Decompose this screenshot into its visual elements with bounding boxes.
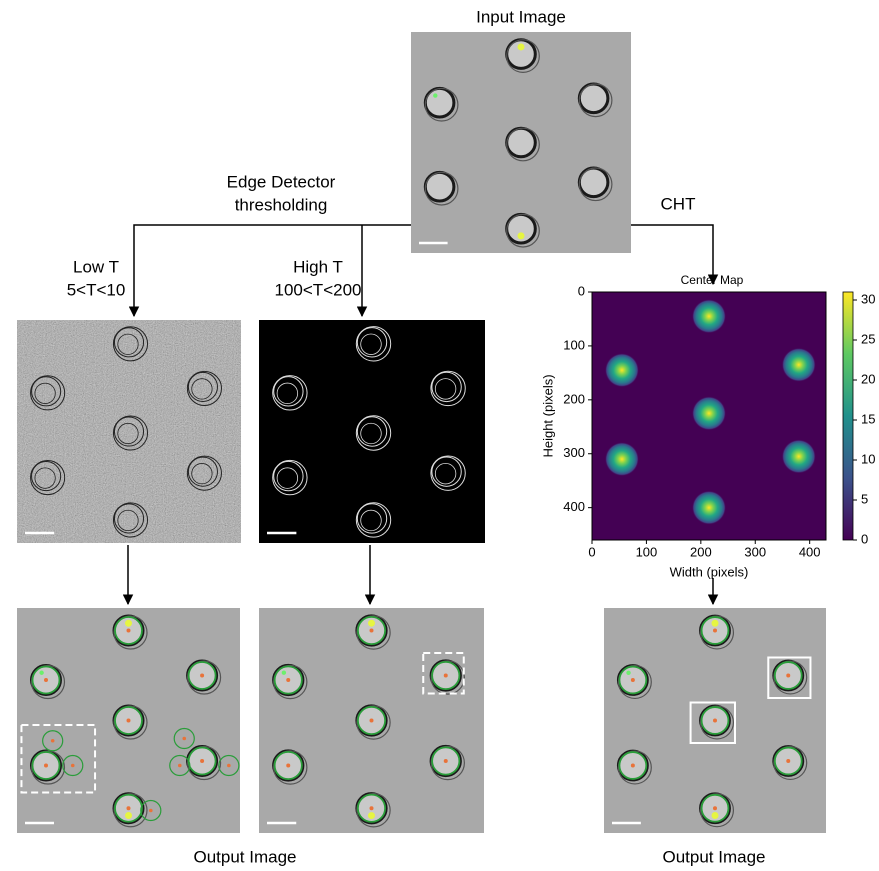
x-tick-label: 300 xyxy=(744,544,766,559)
center-dot xyxy=(51,739,55,743)
colorbar-tick-label: 20 xyxy=(861,371,875,386)
arrow xyxy=(134,225,411,316)
x-tick-label: 200 xyxy=(690,544,712,559)
x-axis-label: Width (pixels) xyxy=(670,564,749,579)
center-dot xyxy=(71,764,75,768)
center-dot xyxy=(713,719,717,723)
fluor xyxy=(518,232,525,239)
map-title: Center Map xyxy=(681,273,744,287)
peak xyxy=(692,299,726,333)
figure: Input Image Edge Detector thresholding L… xyxy=(0,0,879,871)
droplet xyxy=(507,128,536,157)
peak xyxy=(605,442,639,476)
center-dot xyxy=(127,629,131,633)
fluor xyxy=(125,620,132,627)
peak xyxy=(605,353,639,387)
center-dot xyxy=(178,764,182,768)
image-bg xyxy=(259,320,485,543)
center-dot xyxy=(200,674,204,678)
center-dot xyxy=(444,759,448,763)
center-map: Center Map Width (pixels) Height (pixels… xyxy=(540,273,875,579)
branch-label: CHT xyxy=(661,194,696,213)
center-dot xyxy=(286,764,290,768)
droplet xyxy=(425,172,454,201)
center-dot xyxy=(713,629,717,633)
branch-range: 5<T<10 xyxy=(67,280,126,299)
image-panel xyxy=(259,608,484,833)
branch-label: Low T xyxy=(73,257,119,276)
peak xyxy=(692,396,726,430)
y-tick-label: 300 xyxy=(563,445,585,460)
edge-label: Edge Detector xyxy=(227,172,336,191)
colorbar xyxy=(843,292,853,540)
center-dot xyxy=(182,737,186,741)
colorbar-tick-label: 30 xyxy=(861,291,875,306)
fluor xyxy=(282,670,286,674)
center-dot xyxy=(631,678,635,682)
y-tick-label: 200 xyxy=(563,391,585,406)
x-tick-label: 100 xyxy=(636,544,658,559)
droplet xyxy=(579,168,608,197)
colorbar-tick-label: 25 xyxy=(861,331,875,346)
peak xyxy=(782,439,816,473)
peak xyxy=(692,491,726,525)
colorbar-tick-label: 0 xyxy=(861,531,868,546)
droplet xyxy=(579,84,608,113)
center-dot xyxy=(44,678,48,682)
x-tick-label: 400 xyxy=(799,544,821,559)
branch-range: 100<T<200 xyxy=(275,280,362,299)
edge-label: thresholding xyxy=(235,195,328,214)
noise xyxy=(17,320,241,543)
colorbar-tick-label: 5 xyxy=(861,491,868,506)
center-dot xyxy=(370,806,374,810)
input-title: Input Image xyxy=(476,7,566,26)
center-dot xyxy=(127,806,131,810)
center-dot xyxy=(370,719,374,723)
fluor xyxy=(518,43,525,50)
fluor xyxy=(368,620,375,627)
fluor xyxy=(39,671,43,675)
center-dot xyxy=(200,759,204,763)
center-dot xyxy=(286,678,290,682)
output-title: Output Image xyxy=(193,847,296,866)
center-dot xyxy=(713,806,717,810)
image-panel xyxy=(259,320,485,543)
image-panel xyxy=(17,320,241,543)
branch-label: High T xyxy=(293,257,343,276)
y-tick-label: 0 xyxy=(578,283,585,298)
center-dot xyxy=(444,674,448,678)
image-panel xyxy=(604,608,826,833)
fluor xyxy=(433,93,437,97)
colorbar-tick-label: 10 xyxy=(861,451,875,466)
fluor xyxy=(125,812,132,819)
center-dot xyxy=(149,809,153,813)
fluor xyxy=(368,812,375,819)
output-title: Output Image xyxy=(662,847,765,866)
center-dot xyxy=(227,764,231,768)
image-panel xyxy=(411,32,631,253)
x-tick-label: 0 xyxy=(588,544,595,559)
image-panel xyxy=(17,608,240,833)
colorbar-tick-label: 15 xyxy=(861,411,875,426)
center-dot xyxy=(786,674,790,678)
fluor xyxy=(712,812,719,819)
y-tick-label: 100 xyxy=(563,337,585,352)
fluor xyxy=(626,671,630,675)
peak xyxy=(782,348,816,382)
center-dot xyxy=(370,629,374,633)
center-dot xyxy=(127,719,131,723)
droplet xyxy=(425,88,454,117)
y-axis-label: Height (pixels) xyxy=(540,374,555,457)
center-dot xyxy=(631,764,635,768)
y-tick-label: 400 xyxy=(563,499,585,514)
center-dot xyxy=(786,759,790,763)
center-dot xyxy=(44,764,48,768)
fluor xyxy=(712,620,719,627)
